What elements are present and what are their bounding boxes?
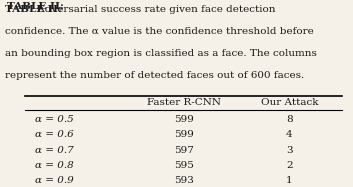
Text: α = 0.7: α = 0.7 [35, 146, 74, 155]
Text: α = 0.6: α = 0.6 [35, 130, 74, 139]
Text: 3: 3 [286, 146, 293, 155]
Text: confidence. The α value is the confidence threshold before: confidence. The α value is the confidenc… [5, 27, 314, 36]
Text: α = 0.5: α = 0.5 [35, 115, 74, 124]
Text: α = 0.8: α = 0.8 [35, 161, 74, 170]
Text: 8: 8 [286, 115, 293, 124]
Text: Our Attack: Our Attack [261, 98, 318, 107]
Text: 4: 4 [286, 130, 293, 139]
Text: represent the number of detected faces out of 600 faces.: represent the number of detected faces o… [5, 71, 305, 80]
Text: 593: 593 [174, 176, 193, 185]
Text: TABLE II:: TABLE II: [7, 2, 64, 11]
Text: 595: 595 [174, 161, 193, 170]
Text: 599: 599 [174, 130, 193, 139]
Text: 599: 599 [174, 115, 193, 124]
Text: 1: 1 [286, 176, 293, 185]
Text: α = 0.9: α = 0.9 [35, 176, 74, 185]
Text: 2: 2 [286, 161, 293, 170]
Text: Faster R-CNN: Faster R-CNN [146, 98, 221, 107]
Text: an bounding box region is classified as a face. The columns: an bounding box region is classified as … [5, 49, 317, 58]
Text: 597: 597 [174, 146, 193, 155]
Text: Adversarial success rate given face detection: Adversarial success rate given face dete… [34, 5, 275, 14]
Text: TABLE II:: TABLE II: [5, 5, 62, 14]
